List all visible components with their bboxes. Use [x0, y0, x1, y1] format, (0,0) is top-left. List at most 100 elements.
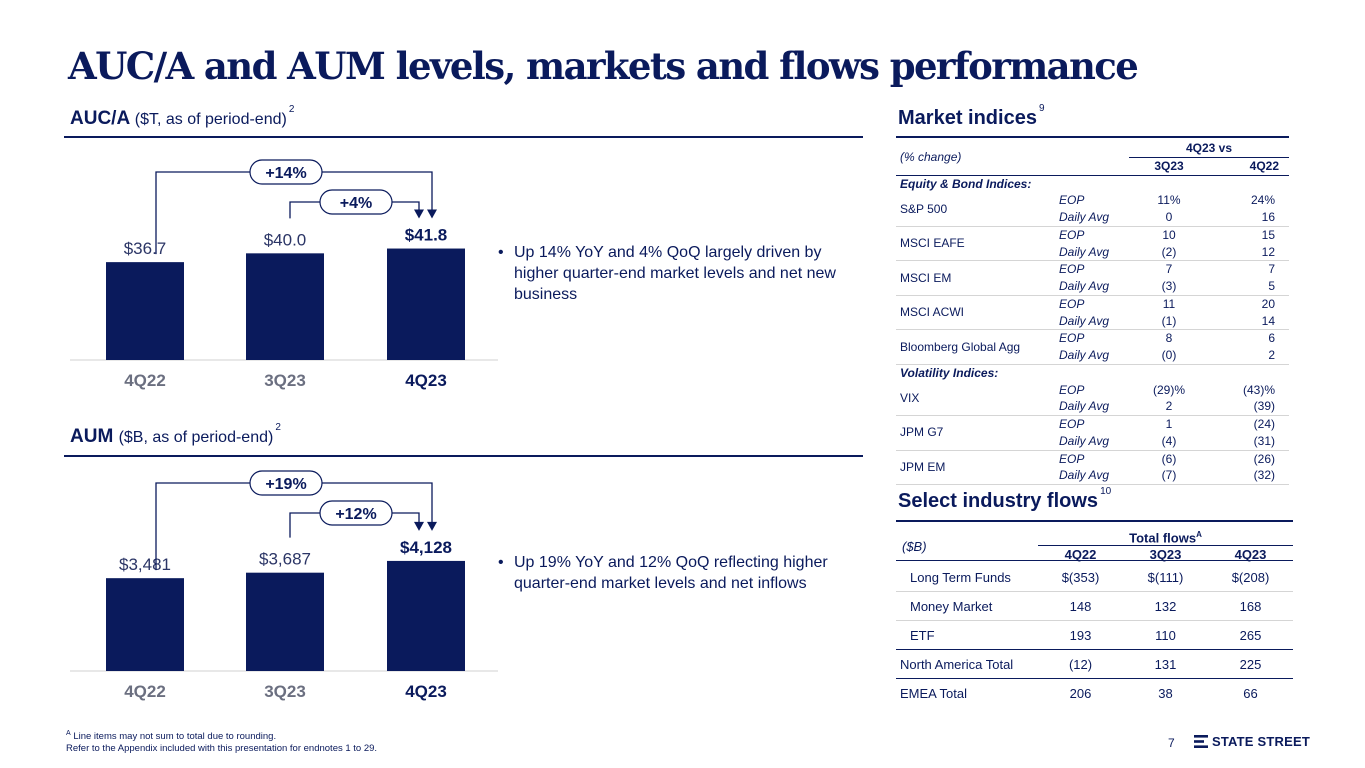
- mi-index-name: S&P 500: [896, 192, 1041, 227]
- mi-value-4q22: 6: [1268, 331, 1275, 346]
- mi-value-4q22: 14: [1209, 312, 1289, 331]
- table-row: Daily Avg 2 (39): [896, 398, 1289, 417]
- flows-row-label: Money Market: [896, 591, 1038, 622]
- growth-pill-label: +19%: [265, 476, 306, 493]
- mi-value-4q22: (26): [1253, 451, 1275, 466]
- bar-value-label: $40.0: [264, 230, 307, 249]
- mi-value-4q22: (31): [1209, 432, 1289, 451]
- growth-pill-label: +14%: [265, 165, 306, 182]
- auca-heading-title: AUC/A: [70, 108, 130, 129]
- table-row: JPM EM EOP (6) (26): [896, 450, 1289, 485]
- mi-value-3q23: (7): [1129, 467, 1209, 486]
- industry-flows-title: Select industry flows: [898, 490, 1099, 512]
- page-title: AUC/A and AUM levels, markets and flows …: [68, 44, 1139, 88]
- mi-index-name: MSCI EAFE: [896, 226, 1041, 262]
- auca-heading: AUC/A ($T, as of period-end)2: [70, 104, 294, 130]
- flows-cell: 206: [1069, 685, 1092, 701]
- mi-index-name: MSCI EM: [896, 260, 1041, 296]
- mi-section-equity: Equity & Bond Indices:: [896, 174, 1289, 193]
- mi-value-4q22: (39): [1209, 398, 1289, 417]
- market-indices-rule: [896, 136, 1289, 138]
- flows-header-row: ($B) Total flowsA: [896, 530, 1293, 554]
- mi-pct-label: (% change): [900, 149, 962, 164]
- category-label: 4Q22: [124, 371, 166, 390]
- mi-index-name: JPM EM: [896, 450, 1041, 485]
- flows-group-header: Total flowsA: [1038, 530, 1293, 547]
- mi-colhead-row: 3Q23 4Q22: [896, 157, 1289, 175]
- mi-value-4q22: 12: [1209, 243, 1289, 262]
- flows-cell: $(353): [1038, 563, 1123, 593]
- mi-value-3q23: 11: [1162, 296, 1176, 311]
- flows-col-4q23: 4Q23: [1234, 547, 1267, 563]
- mi-index-name: VIX: [896, 381, 1041, 416]
- footnote-line2: Refer to the Appendix included with this…: [66, 743, 378, 755]
- flows-row-label: ETF: [896, 620, 1038, 651]
- mi-value-4q22: 24%: [1250, 193, 1275, 208]
- table-row: Daily Avg (4) (31): [896, 432, 1289, 451]
- auca-footnote-ref: 2: [288, 104, 295, 115]
- mi-value-3q23: 1: [1165, 417, 1173, 431]
- growth-pill-label: +4%: [340, 195, 372, 212]
- market-indices-heading: Market indices 9: [898, 103, 1045, 130]
- table-row: MSCI EM EOP 7 7: [896, 260, 1289, 296]
- flows-cell: 265: [1208, 620, 1293, 651]
- table-row: Daily Avg (1) 14: [896, 312, 1289, 331]
- mi-value-4q22: 5: [1209, 278, 1289, 296]
- table-row: Daily Avg (7) (32): [896, 467, 1289, 486]
- mi-value-3q23: 2: [1129, 398, 1209, 417]
- table-row: North America Total (12) 131 225: [896, 649, 1293, 680]
- flows-group-header-sup: A: [1196, 530, 1202, 539]
- mi-value-4q22: (24): [1253, 417, 1275, 431]
- category-label: 3Q23: [264, 371, 306, 390]
- table-row: JPM G7 EOP 1 (24): [896, 415, 1289, 451]
- bar-4Q23: [387, 560, 465, 671]
- mi-measure: EOP: [1059, 193, 1085, 208]
- mi-value-3q23: (6): [1161, 451, 1177, 466]
- flows-colhead-row: 4Q22 3Q23 4Q23: [896, 546, 1293, 564]
- mi-index-name: Bloomberg Global Agg: [896, 329, 1041, 365]
- footnote-line1: A Line items may not sum to total due to…: [66, 728, 377, 743]
- mi-index-name: JPM G7: [896, 415, 1041, 451]
- flows-unit-label: ($B): [902, 539, 927, 555]
- table-row: S&P 500 EOP 11% 24%: [896, 192, 1289, 227]
- mi-value-3q23: (4): [1129, 432, 1209, 451]
- mi-volatility-rows: VIX EOP (29)% (43)% Daily Avg 2 (39) JPM G7 EOP 1…: [896, 381, 1289, 486]
- flows-group-header-text: Total flows: [1129, 530, 1197, 546]
- table-row: Daily Avg (2) 12: [896, 243, 1289, 262]
- auca-bar-chart: $36.7 4Q22 $40.0 3Q23 $41.8 4Q23 +14% +4%: [70, 159, 498, 390]
- table-row: VIX EOP (29)% (43)%: [896, 381, 1289, 416]
- flows-cell: 132: [1123, 591, 1208, 622]
- table-row: Daily Avg 0 16: [896, 209, 1289, 227]
- table-row: Long Term Funds $(353) $(111) $(208): [896, 563, 1293, 593]
- footnote-line1-text: Line items may not sum to total due to r…: [73, 731, 277, 743]
- growth-pill: [249, 159, 323, 185]
- category-label: 4Q22: [124, 682, 166, 701]
- flows-row-label: EMEA Total: [900, 685, 967, 701]
- category-label: 4Q23: [405, 371, 447, 390]
- mi-measure: EOP: [1059, 227, 1085, 242]
- flows-cell: 38: [1158, 685, 1173, 701]
- arrow-head-icon: [414, 209, 424, 219]
- auca-rule: [64, 136, 863, 138]
- flows-cell: 148: [1038, 591, 1123, 622]
- category-label: 3Q23: [264, 682, 306, 701]
- mi-measure: EOP: [1059, 382, 1085, 397]
- industry-flows-table: ($B) Total flowsA 4Q22 3Q23 4Q23 Long Te…: [896, 530, 1293, 707]
- mi-value-4q22: 20: [1261, 296, 1275, 311]
- mi-measure: Daily Avg: [1041, 347, 1129, 365]
- mi-value-4q22: 7: [1268, 262, 1275, 277]
- mi-value-3q23: (29)%: [1152, 382, 1185, 397]
- growth-pill: [319, 500, 393, 526]
- mi-col-3q23: 3Q23: [1154, 158, 1184, 173]
- bar-value-label: $41.8: [405, 226, 448, 245]
- mi-value-3q23: (2): [1129, 243, 1209, 262]
- mi-index-name: MSCI ACWI: [896, 295, 1041, 331]
- table-row: MSCI EAFE EOP 10 15: [896, 226, 1289, 262]
- bar-3Q23: [246, 253, 324, 360]
- mi-value-4q22: 16: [1209, 209, 1289, 227]
- market-indices-footnote-ref: 9: [1038, 103, 1045, 114]
- bar-value-label: $36.7: [124, 239, 167, 258]
- bar-value-label: $3,687: [259, 550, 311, 569]
- aum-heading-sub: ($B, as of period-end): [118, 429, 274, 446]
- mi-value-3q23: 0: [1129, 209, 1209, 227]
